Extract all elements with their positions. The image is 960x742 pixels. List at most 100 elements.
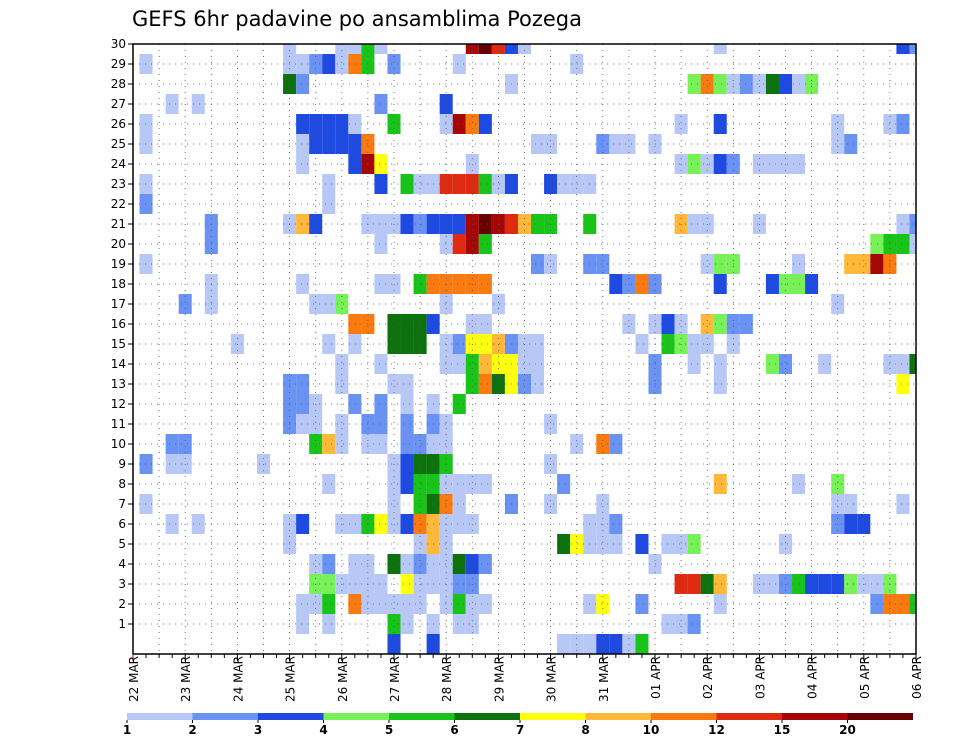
colorbar-swatch — [454, 713, 520, 720]
x-tick-label: 27 MAR — [388, 656, 402, 702]
heatmap-cell — [531, 254, 545, 274]
heatmap-cell — [374, 574, 388, 594]
heatmap-cell — [283, 44, 297, 54]
heatmap-cell — [713, 74, 727, 94]
heatmap-cell — [570, 434, 584, 454]
heatmap-cell — [413, 494, 427, 514]
heatmap-cell — [296, 214, 310, 234]
heatmap-cell — [322, 54, 336, 74]
heatmap-cell — [792, 254, 806, 274]
heatmap-cell — [452, 394, 466, 414]
heatmap-cell — [139, 114, 153, 134]
heatmap-cell — [517, 354, 532, 374]
heatmap-cell — [374, 434, 388, 454]
heatmap-cell — [400, 594, 414, 614]
heatmap-cell — [557, 634, 571, 654]
heatmap-cell — [335, 54, 349, 74]
heatmap-cell — [387, 374, 401, 394]
heatmap-cell — [792, 274, 806, 294]
heatmap-cell — [531, 354, 545, 374]
heatmap-cell — [596, 594, 610, 614]
heatmap-cell — [583, 634, 597, 654]
heatmap-cell — [400, 434, 414, 454]
heatmap-cell — [452, 474, 466, 494]
heatmap-cell — [792, 574, 806, 594]
heatmap-cell — [374, 354, 388, 374]
heatmap-cell — [309, 554, 323, 574]
heatmap-cell — [426, 634, 440, 654]
heatmap-cell — [139, 54, 153, 74]
heatmap-cell — [596, 254, 610, 274]
heatmap-cell — [335, 354, 349, 374]
heatmap-cell — [570, 534, 584, 554]
heatmap-cell — [322, 474, 336, 494]
heatmap-cell — [557, 474, 571, 494]
heatmap-cell — [374, 394, 388, 414]
y-tick-label: 13 — [111, 377, 126, 391]
heatmap-cell — [478, 214, 492, 234]
y-tick-label: 22 — [111, 197, 126, 211]
y-tick-label: 26 — [111, 117, 126, 131]
heatmap-cell — [896, 234, 910, 254]
heatmap-cell — [478, 44, 492, 54]
heatmap-cell — [452, 234, 466, 254]
heatmap-cell — [400, 454, 414, 474]
heatmap-cell — [831, 134, 845, 154]
heatmap-cell — [139, 134, 153, 154]
heatmap-cell — [296, 54, 310, 74]
y-tick-label: 24 — [111, 157, 126, 171]
heatmap-cell — [439, 494, 453, 514]
heatmap-cell — [557, 174, 571, 194]
heatmap-cell — [765, 354, 779, 374]
y-tick-label: 2 — [118, 597, 126, 611]
x-tick-label: 24 MAR — [231, 656, 245, 702]
heatmap-cell — [348, 394, 362, 414]
y-tick-label: 29 — [111, 57, 126, 71]
heatmap-cell — [765, 574, 779, 594]
heatmap-cell — [439, 414, 453, 434]
heatmap-cell — [831, 294, 845, 314]
heatmap-cell — [400, 214, 414, 234]
heatmap-cell — [531, 214, 545, 234]
x-tick-label: 06 APR — [910, 656, 924, 699]
colorbar-swatch — [716, 713, 782, 720]
heatmap-cell — [139, 454, 153, 474]
y-tick-label: 18 — [111, 277, 126, 291]
heatmap-cell — [831, 474, 845, 494]
heatmap-cell — [870, 574, 884, 594]
heatmap-cell — [661, 334, 675, 354]
heatmap-cell — [452, 554, 466, 574]
heatmap-cell — [778, 354, 793, 374]
heatmap-cell — [452, 514, 466, 534]
heatmap-cell — [713, 354, 727, 374]
heatmap-cell — [609, 534, 623, 554]
heatmap-cell — [465, 114, 479, 134]
heatmap-cell — [452, 214, 466, 234]
heatmap-cell — [909, 354, 916, 374]
heatmap-cell — [818, 354, 832, 374]
heatmap-cell — [557, 534, 571, 554]
heatmap-cell — [831, 114, 845, 134]
colorbar-swatch — [585, 713, 651, 720]
heatmap-cell — [191, 514, 205, 534]
heatmap-cell — [609, 274, 623, 294]
heatmap-cell — [465, 474, 479, 494]
colorbar-label: 10 — [643, 723, 660, 737]
heatmap-cell — [322, 174, 336, 194]
heatmap-cell — [322, 434, 336, 454]
heatmap-cell — [713, 474, 727, 494]
heatmap-cell — [713, 374, 727, 394]
heatmap-cell — [309, 294, 323, 314]
heatmap-cell — [909, 44, 916, 54]
x-tick-label: 30 MAR — [545, 656, 559, 702]
heatmap-cell — [596, 434, 610, 454]
heatmap-cell — [400, 374, 414, 394]
y-tick-label: 15 — [111, 337, 126, 351]
heatmap-cell — [322, 554, 336, 574]
heatmap-cell — [452, 494, 466, 514]
heatmap-cell — [348, 54, 362, 74]
heatmap-cell — [531, 374, 545, 394]
heatmap-cell — [465, 44, 479, 54]
heatmap-cell — [687, 214, 701, 234]
heatmap-cell — [478, 274, 492, 294]
